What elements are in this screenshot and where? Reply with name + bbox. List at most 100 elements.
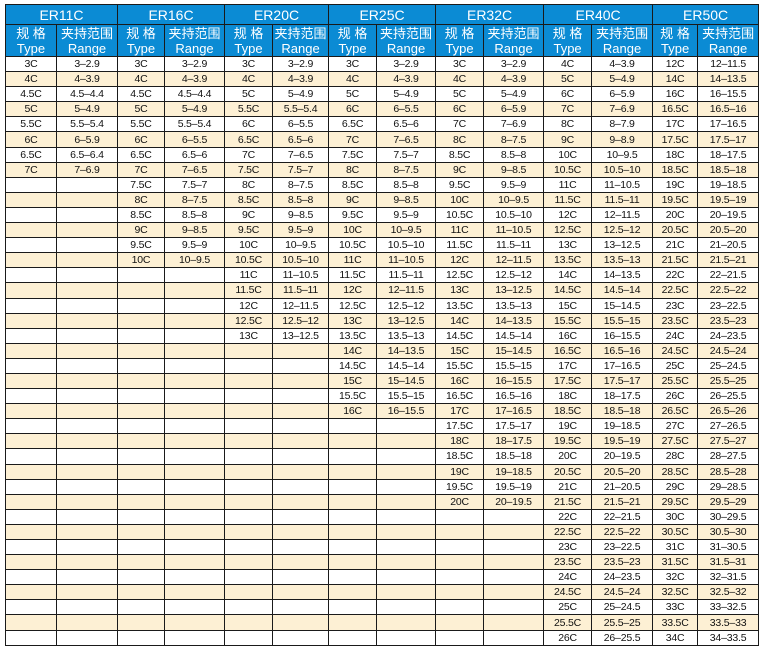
type-cell: 7C (5, 161, 57, 178)
range-cell (56, 463, 118, 480)
range-cell: 22–21.5 (697, 267, 760, 284)
type-cell: 19.5C (543, 433, 593, 450)
range-cell: 5–4.9 (376, 86, 437, 103)
range-cell: 23–22.5 (697, 297, 760, 314)
range-cell (163, 538, 226, 556)
range-cell: 22–21.5 (591, 508, 654, 525)
range-label-en: Range (708, 40, 748, 56)
type-cell: 17C (652, 116, 699, 133)
type-cell (435, 523, 485, 541)
group-header-er32c: ER32C (435, 4, 545, 25)
range-cell (376, 584, 437, 601)
type-cell (224, 538, 274, 556)
type-cell: 5C (5, 101, 57, 118)
range-cell: 12.5–12 (272, 312, 330, 329)
type-cell (224, 433, 274, 450)
type-cell: 8C (328, 161, 378, 178)
type-cell (117, 342, 165, 359)
type-cell: 33C (652, 599, 699, 616)
type-cell: 28C (652, 448, 699, 465)
range-cell: 24–23.5 (591, 569, 654, 586)
range-cell (376, 629, 437, 646)
type-cell: 22.5C (543, 523, 593, 541)
type-cell (5, 191, 57, 208)
range-cell: 17–16.5 (591, 357, 654, 374)
range-cell (56, 327, 118, 344)
range-cell: 23–22.5 (591, 538, 654, 556)
range-cell (272, 614, 330, 631)
range-cell (272, 433, 330, 450)
table-row: 14.5C 14.5–14 15.5C 15.5–15 17C 17–16.5 25C 25–… (5, 357, 760, 374)
range-cell (56, 237, 118, 254)
range-cell: 6.5–6 (272, 131, 330, 148)
type-cell: 4C (543, 55, 593, 73)
type-label-en: Type (553, 40, 582, 56)
range-cell: 12–11.5 (483, 252, 545, 269)
range-cell: 19.5–19 (697, 191, 760, 208)
type-cell: 8.5C (117, 206, 165, 224)
range-cell: 13.5–13 (376, 327, 437, 344)
range-cell: 13–12.5 (272, 327, 330, 344)
range-cell: 6–5.9 (591, 86, 654, 103)
range-cell (163, 599, 226, 616)
type-cell: 12C (652, 55, 699, 73)
type-cell: 13C (543, 237, 593, 254)
range-cell: 10–9.5 (591, 146, 654, 163)
range-cell: 20–19.5 (483, 493, 545, 510)
type-cell: 16C (543, 327, 593, 344)
type-cell (5, 327, 57, 344)
type-cell (328, 538, 378, 556)
table-row: 26C 26–25.5 34C 34–33.5 (5, 629, 760, 646)
range-cell: 15.5–15 (483, 357, 545, 374)
range-cell: 10.5–10 (591, 161, 654, 178)
range-cell: 8–7.5 (272, 176, 330, 193)
type-cell: 14.5C (543, 282, 593, 299)
type-label-en: Type (234, 40, 263, 56)
range-cell: 4.5–4.4 (163, 86, 226, 103)
type-label-cn: 规 格 (233, 25, 264, 41)
range-cell (272, 569, 330, 586)
range-cell (272, 463, 330, 480)
range-cell (272, 599, 330, 616)
range-cell: 3–2.9 (483, 55, 545, 73)
range-label-en: Range (386, 40, 426, 56)
range-cell: 9–8.5 (163, 222, 226, 239)
type-cell (328, 614, 378, 631)
type-label-en: Type (660, 40, 690, 56)
range-cell (376, 569, 437, 586)
range-cell: 30–29.5 (697, 508, 760, 525)
type-cell: 4.5C (5, 86, 57, 103)
type-cell: 5.5C (117, 116, 165, 133)
range-column-header: 夹持范围 Range (483, 24, 545, 57)
table-row: 24C 24–23.5 32C 32–31.5 (5, 569, 760, 586)
range-cell: 9–8.5 (272, 206, 330, 224)
table-row: 14C 14–13.5 15C 15–14.5 16.5C 16.5–16 24.5C 24.… (5, 342, 760, 359)
range-cell: 9.5–9 (376, 206, 437, 224)
range-label-en: Range (494, 40, 533, 56)
range-cell (163, 433, 226, 450)
type-cell: 11.5C (435, 237, 485, 254)
range-cell: 19–18.5 (591, 418, 654, 435)
range-cell (376, 433, 437, 450)
table-row: 8C 8–7.5 8.5C 8.5–8 9C 9–8.5 10C 10–9.5 11.5C 11.… (5, 191, 760, 208)
type-cell: 10C (543, 146, 593, 163)
type-cell: 12.5C (224, 312, 274, 329)
type-label-en: Type (126, 40, 156, 56)
table-row: 23C 23–22.5 31C 31–30.5 (5, 538, 760, 556)
type-cell: 32C (652, 569, 699, 586)
type-cell: 15.5C (543, 312, 593, 329)
type-cell (117, 584, 165, 601)
type-cell (224, 554, 274, 571)
range-cell: 9.5–9 (272, 222, 330, 239)
type-cell: 19C (435, 463, 485, 480)
type-cell: 33.5C (652, 614, 699, 631)
range-cell: 31.5–31 (697, 554, 760, 571)
table-row: 22C 22–21.5 30C 30–29.5 (5, 508, 760, 525)
type-cell: 5C (435, 86, 485, 103)
type-cell (224, 523, 274, 541)
range-cell: 12.5–12 (591, 222, 654, 239)
range-cell: 24.5–24 (591, 584, 654, 601)
table-row: 23.5C 23.5–23 31.5C 31.5–31 (5, 554, 760, 571)
type-cell (5, 403, 57, 420)
type-cell: 20.5C (652, 222, 699, 239)
